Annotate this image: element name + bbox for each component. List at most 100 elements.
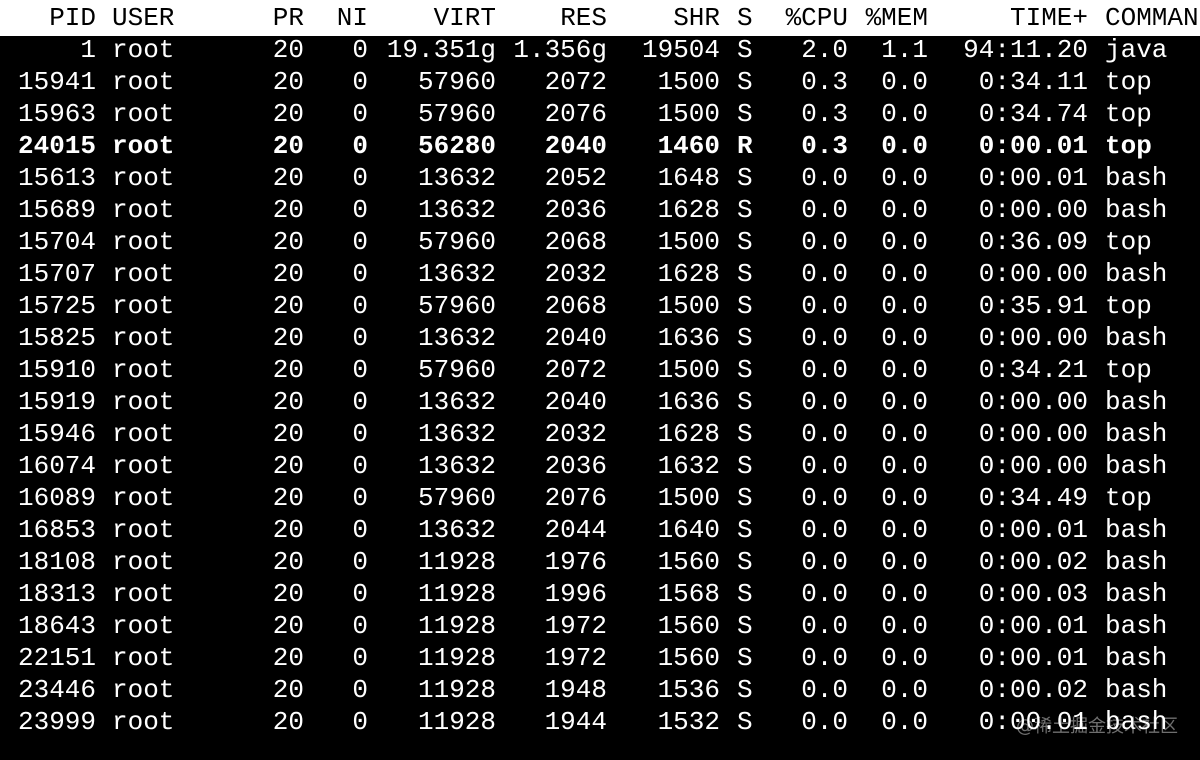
process-cell: 0 (352, 35, 368, 65)
process-cell: bash (1105, 611, 1168, 641)
process-cell: 20 (272, 515, 304, 545)
process-cell: root (112, 419, 175, 449)
process-cell: 20 (272, 195, 304, 225)
column-header: COMMAN (1105, 3, 1199, 33)
process-cell: 0:00.01 (978, 643, 1088, 673)
process-cell: 1500 (657, 67, 720, 97)
process-cell: 16853 (17, 515, 96, 545)
process-cell: 0 (352, 675, 368, 705)
process-cell: 0.0 (801, 387, 848, 417)
process-cell: 0.0 (801, 675, 848, 705)
process-cell: 18108 (17, 547, 96, 577)
process-cell: bash (1105, 195, 1168, 225)
process-cell: S (737, 547, 753, 577)
process-cell: 0 (352, 67, 368, 97)
process-cell: 0.0 (881, 195, 928, 225)
process-cell: 20 (272, 291, 304, 321)
process-cell: 0:00.01 (978, 131, 1088, 161)
process-cell: 0:00.00 (978, 323, 1088, 353)
process-cell: 2040 (544, 323, 607, 353)
process-cell: 0 (352, 483, 368, 513)
process-cell: 2076 (544, 483, 607, 513)
process-cell: 0.0 (801, 547, 848, 577)
process-cell: S (737, 291, 753, 321)
process-cell: S (737, 227, 753, 257)
process-cell: 0.0 (881, 323, 928, 353)
process-cell: bash (1105, 675, 1168, 705)
process-cell: 0.0 (881, 483, 928, 513)
process-cell: 15946 (17, 419, 96, 449)
process-cell: S (737, 675, 753, 705)
process-cell: root (112, 99, 175, 129)
process-cell: 22151 (17, 643, 96, 673)
process-cell: 0.0 (801, 483, 848, 513)
process-cell: 0 (352, 355, 368, 385)
process-cell: 0.3 (801, 67, 848, 97)
process-cell: 0:00.03 (978, 579, 1088, 609)
process-cell: 0.0 (881, 355, 928, 385)
process-cell: 0 (352, 195, 368, 225)
process-cell: 0:00.01 (978, 163, 1088, 193)
process-cell: 0.0 (801, 163, 848, 193)
process-cell: 0:00.01 (978, 515, 1088, 545)
process-cell: 24015 (17, 131, 96, 161)
process-cell: 1460 (657, 131, 720, 161)
process-cell: 0:00.01 (978, 707, 1088, 737)
column-header: USER (112, 3, 175, 33)
process-cell: 0.0 (801, 515, 848, 545)
process-cell: 1 (80, 35, 96, 65)
process-cell: 1.356g (513, 35, 607, 65)
process-cell: 20 (272, 163, 304, 193)
process-cell: 0.0 (801, 451, 848, 481)
column-header: SHR (673, 3, 720, 33)
process-cell: 0.0 (801, 227, 848, 257)
process-cell: 0.0 (801, 323, 848, 353)
process-cell: 23999 (17, 707, 96, 737)
process-cell: 13632 (417, 387, 496, 417)
process-cell: bash (1105, 163, 1168, 193)
process-cell: 1996 (544, 579, 607, 609)
process-cell: 0.0 (881, 291, 928, 321)
process-cell: 0.0 (881, 67, 928, 97)
process-cell: top (1105, 131, 1152, 161)
process-cell: 1560 (657, 643, 720, 673)
process-cell: 15689 (17, 195, 96, 225)
process-cell: 0.0 (881, 259, 928, 289)
process-cell: 0 (352, 611, 368, 641)
process-cell: 13632 (417, 451, 496, 481)
process-cell: 0:00.00 (978, 195, 1088, 225)
process-cell: 0.3 (801, 131, 848, 161)
process-cell: 1628 (657, 195, 720, 225)
process-cell: 0:34.11 (978, 67, 1088, 97)
process-cell: root (112, 675, 175, 705)
process-cell: 1972 (544, 611, 607, 641)
process-cell: top (1105, 483, 1152, 513)
process-cell: S (737, 67, 753, 97)
process-cell: bash (1105, 323, 1168, 353)
process-cell: 0 (352, 163, 368, 193)
process-cell: 11928 (417, 579, 496, 609)
process-cell: 0.0 (881, 419, 928, 449)
process-cell: bash (1105, 259, 1168, 289)
process-cell: root (112, 515, 175, 545)
process-cell: bash (1105, 547, 1168, 577)
process-cell: R (737, 131, 753, 161)
process-cell: 0.0 (881, 675, 928, 705)
process-cell: S (737, 707, 753, 737)
process-cell: 1976 (544, 547, 607, 577)
process-cell: 13632 (417, 259, 496, 289)
process-cell: bash (1105, 643, 1168, 673)
process-cell: 13632 (417, 515, 496, 545)
column-header: VIRT (433, 3, 496, 33)
process-cell: 20 (272, 99, 304, 129)
process-cell: 11928 (417, 611, 496, 641)
process-cell: 0.0 (801, 579, 848, 609)
process-cell: 1640 (657, 515, 720, 545)
process-cell: 1636 (657, 387, 720, 417)
process-cell: 2052 (544, 163, 607, 193)
process-cell: S (737, 163, 753, 193)
column-header: PR (272, 3, 304, 33)
process-cell: 0:00.02 (978, 547, 1088, 577)
process-cell: 0.0 (881, 227, 928, 257)
